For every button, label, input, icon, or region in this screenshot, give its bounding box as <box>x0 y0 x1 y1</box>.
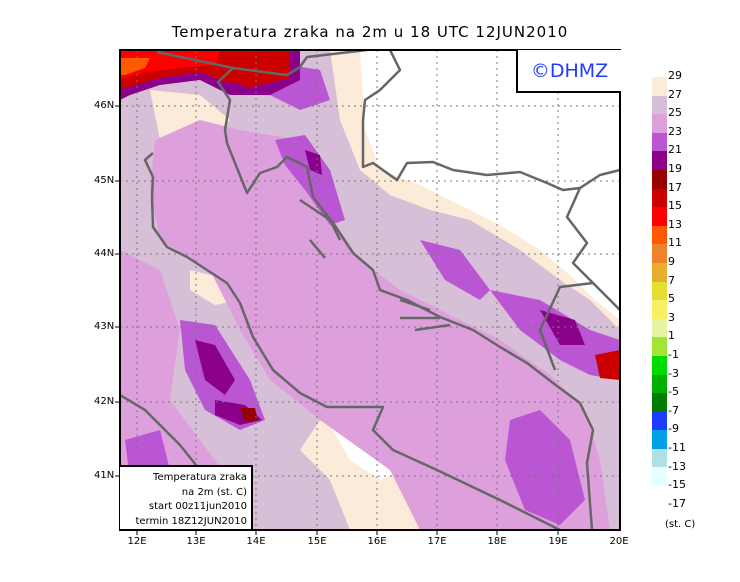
legend-swatch <box>652 225 667 245</box>
legend-swatch <box>652 355 667 375</box>
lon-label: 17E <box>427 536 447 547</box>
info-box: Temperatura zraka na 2m (st. C) start 00… <box>120 465 253 529</box>
legend-swatch <box>652 188 667 208</box>
color-legend <box>652 77 667 487</box>
info-line: start 00z11jun2010 <box>148 501 247 512</box>
border-croatia-north <box>361 50 595 371</box>
legend-swatch <box>652 169 667 189</box>
legend-label: 21 <box>668 143 682 157</box>
legend-swatch <box>652 467 667 487</box>
info-line: na 2m (st. C) <box>181 486 247 498</box>
legend-swatch <box>652 207 667 226</box>
legend-label: 15 <box>668 199 682 213</box>
lon-label: 20E <box>609 536 629 547</box>
lon-label: 13E <box>186 536 206 547</box>
legend-swatch <box>652 95 667 115</box>
legend-label: 5 <box>668 292 675 306</box>
legend-label: -3 <box>668 366 679 380</box>
legend-label: 3 <box>668 310 675 324</box>
legend-label: 17 <box>668 180 682 194</box>
legend-swatch <box>652 151 667 170</box>
lon-label: 12E <box>127 536 147 547</box>
info-line: Temperatura zraka <box>153 472 247 483</box>
lat-label: 43N <box>94 321 115 332</box>
legend-swatch <box>652 448 667 468</box>
legend-label: 23 <box>668 124 682 138</box>
legend-label: -11 <box>668 441 686 454</box>
legend-swatch <box>652 337 667 356</box>
lat-label: 44N <box>94 248 115 259</box>
legend-label: 1 <box>668 329 675 343</box>
legend-swatch <box>652 262 667 282</box>
lon-label: 19E <box>548 536 568 547</box>
legend-label: -5 <box>668 385 679 399</box>
legend-label: -17 <box>668 496 686 510</box>
lat-label: 46N <box>94 100 115 111</box>
lat-label: 45N <box>94 175 115 186</box>
legend-label: -1 <box>668 348 679 361</box>
lon-label: 15E <box>307 536 327 547</box>
legend-label: 7 <box>668 273 675 287</box>
legend-label: -15 <box>668 478 686 492</box>
lon-label: 16E <box>367 536 387 547</box>
legend-label: 27 <box>668 87 682 101</box>
legend-label: -9 <box>668 422 679 436</box>
field-23-25-sea <box>150 120 610 530</box>
legend-label: -7 <box>668 403 679 417</box>
legend-swatch <box>652 114 667 133</box>
legend-label: 19 <box>668 162 682 175</box>
dhmz-logo: ©DHMZ <box>516 50 621 93</box>
legend-label: 9 <box>668 255 675 268</box>
info-line: termin 18Z12JUN2010 <box>135 515 247 527</box>
coastlines <box>120 50 620 530</box>
legend-swatch <box>652 132 667 152</box>
legend-swatch <box>652 244 667 263</box>
italy-coast <box>143 152 561 530</box>
legend-label: 13 <box>668 217 682 231</box>
legend-swatch <box>652 393 667 412</box>
legend-label: 29 <box>668 69 682 82</box>
axis-ticks <box>115 105 559 535</box>
legend-swatch <box>652 430 667 449</box>
legend-label: 11 <box>668 236 682 250</box>
lat-label: 41N <box>94 470 115 481</box>
lat-label: 42N <box>94 396 115 407</box>
field-above-29-land <box>360 50 620 320</box>
border-slovenia <box>156 50 368 77</box>
legend-swatch <box>652 300 667 319</box>
legend-swatch <box>652 77 667 96</box>
lon-label: 18E <box>487 536 507 547</box>
map-frame <box>119 49 621 531</box>
legend-swatch <box>652 318 667 338</box>
lon-label: 14E <box>246 536 266 547</box>
legend-unit: (st. C) <box>665 519 696 530</box>
legend-label: -13 <box>668 459 686 473</box>
legend-label: 25 <box>668 106 682 120</box>
map-title: Temperatura zraka na 2m u 18 UTC 12JUN20… <box>171 23 569 41</box>
legend-swatch <box>652 281 667 301</box>
legend-swatch <box>652 411 667 431</box>
legend-swatch <box>652 374 667 394</box>
croatia-coast <box>225 142 595 530</box>
